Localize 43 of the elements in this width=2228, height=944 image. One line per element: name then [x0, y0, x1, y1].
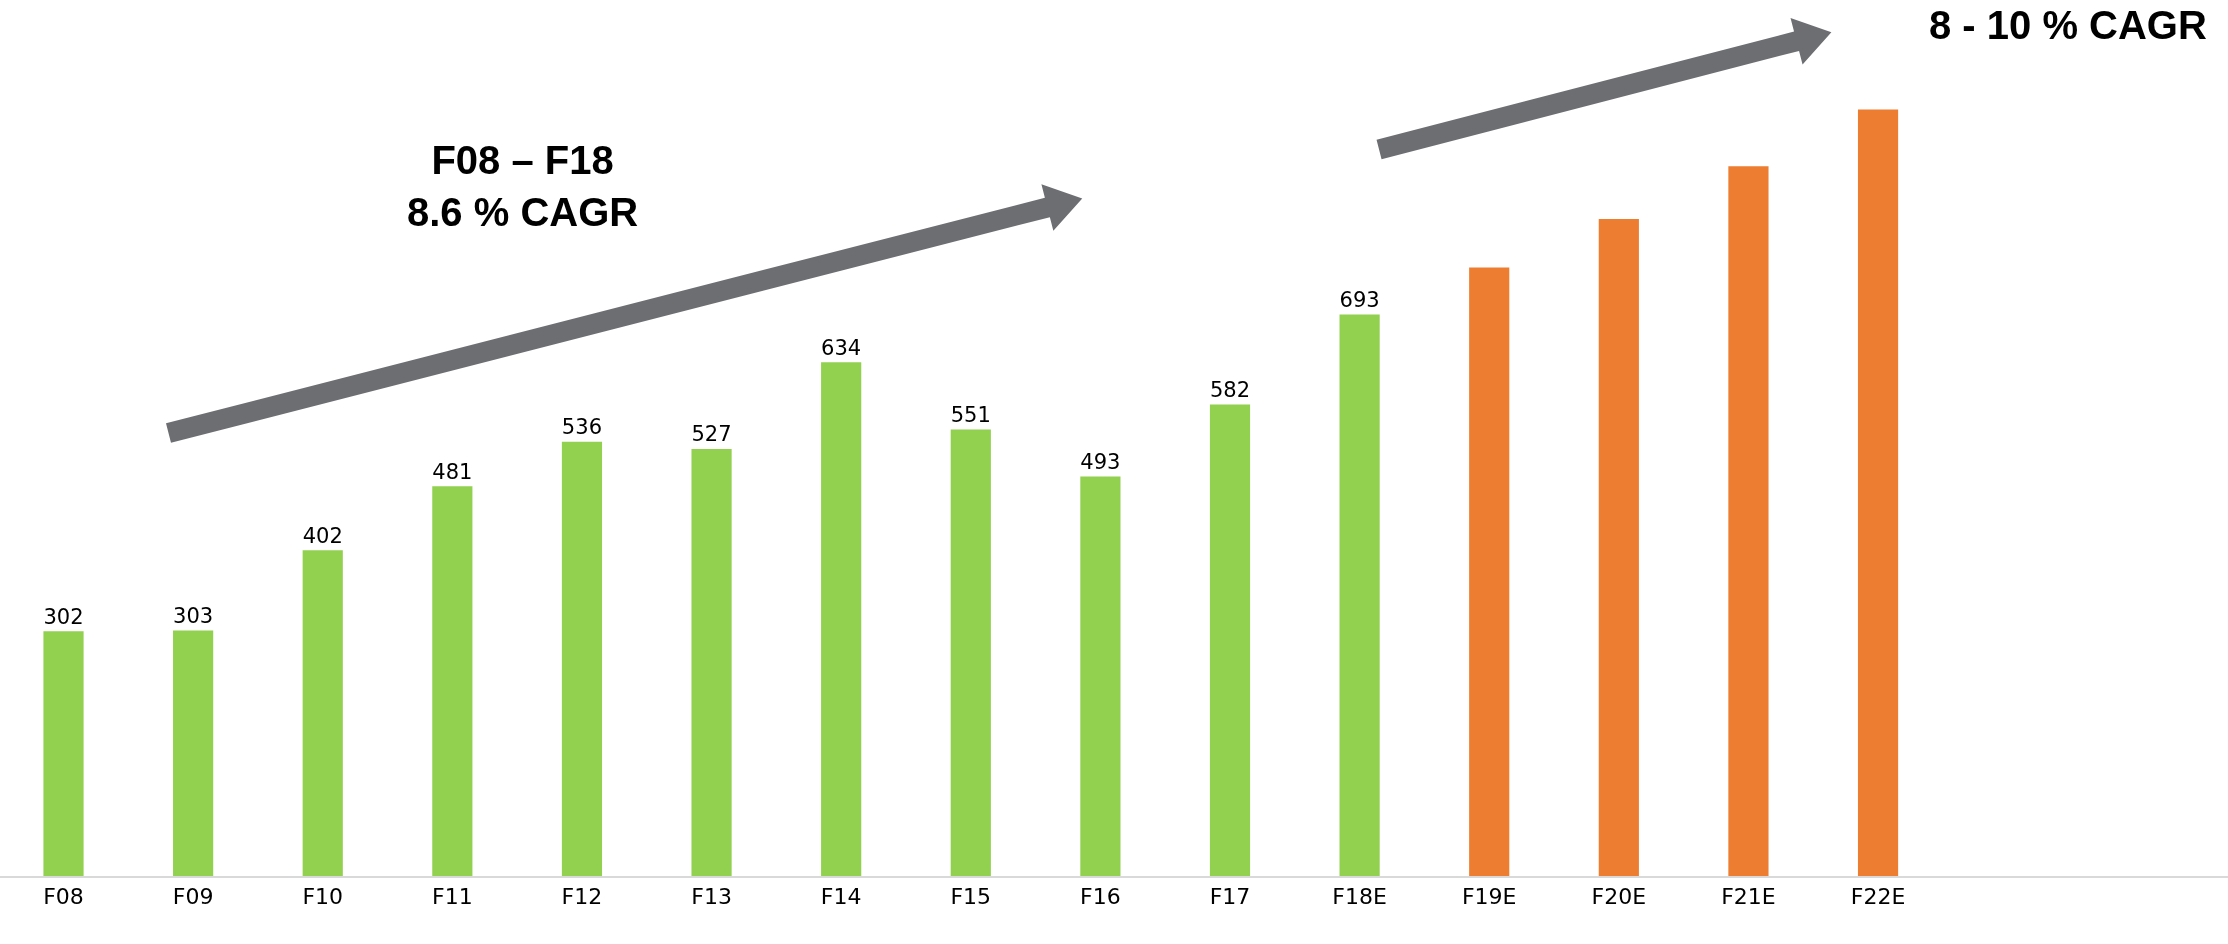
data-label: 551 — [950, 401, 991, 427]
bar — [432, 486, 473, 876]
data-label: 493 — [1080, 448, 1121, 474]
data-label: 536 — [561, 413, 603, 439]
x-tick-label: F14 — [820, 884, 862, 910]
bar — [1728, 166, 1769, 876]
annotation: F08 – F18 8.6 % CAGR — [407, 138, 639, 234]
x-tick-label: F15 — [950, 884, 992, 910]
x-tick-label: F09 — [172, 884, 214, 910]
x-tick-label: F16 — [1080, 884, 1121, 910]
x-tick-label: F19E — [1461, 884, 1517, 910]
data-label: 634 — [821, 334, 862, 360]
x-tick-label: F10 — [302, 884, 344, 910]
data-label: 303 — [173, 602, 214, 628]
bar — [43, 631, 84, 876]
x-tick-label: F20E — [1591, 884, 1647, 910]
bar — [561, 441, 603, 876]
x-tick-label: F22E — [1850, 884, 1906, 910]
data-label: 527 — [691, 421, 732, 447]
x-tick-label: F17 — [1209, 884, 1251, 910]
x-tick-label: F11 — [432, 884, 473, 910]
data-label: 582 — [1209, 376, 1251, 402]
bar — [1857, 109, 1899, 876]
bar — [1080, 476, 1121, 876]
bar — [1469, 267, 1510, 876]
data-label: 302 — [43, 603, 84, 629]
data-label: 481 — [432, 458, 473, 484]
bar — [691, 449, 732, 876]
bar — [173, 630, 214, 876]
x-tick-label: F12 — [561, 884, 603, 910]
bar — [302, 550, 343, 876]
bar — [1209, 404, 1251, 876]
bar — [950, 429, 991, 876]
data-label: 693 — [1339, 286, 1380, 312]
x-tick-label: F08 — [43, 884, 84, 910]
data-label: 402 — [302, 522, 343, 548]
x-tick-label: F21E — [1721, 884, 1776, 910]
bar — [1598, 218, 1639, 876]
text: 8 - 10 % CAGR — [1929, 3, 2207, 47]
x-tick-label: F13 — [691, 884, 732, 910]
bar — [1339, 314, 1380, 876]
bar — [821, 362, 862, 876]
x-tick-label: F18E — [1332, 884, 1387, 910]
